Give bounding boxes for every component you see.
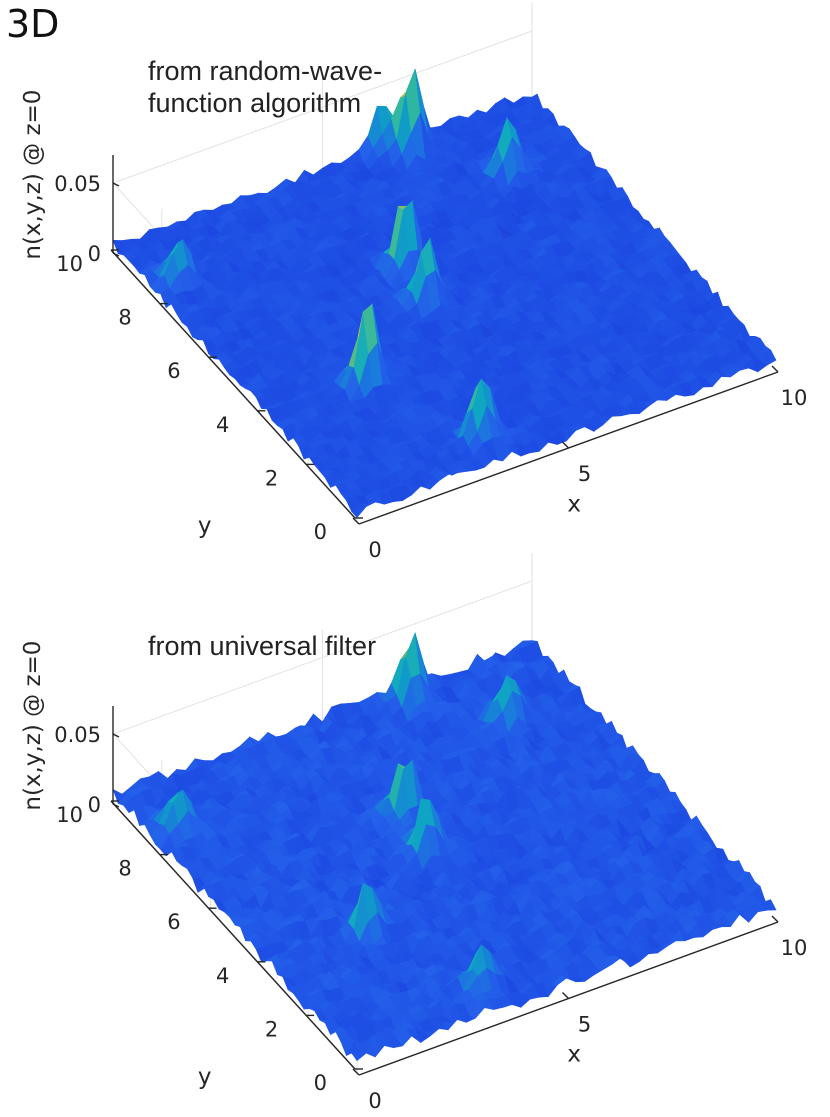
x-tick-label: 5 — [578, 1013, 591, 1037]
z-tick-label: 0.05 — [54, 172, 101, 196]
y-tick-label: 2 — [265, 1017, 278, 1041]
y-tick-label: 2 — [265, 466, 278, 490]
chart-title-line: function algorithm — [148, 88, 361, 118]
x-tick-mark — [352, 1068, 360, 1076]
panel-label: 3D — [6, 2, 60, 46]
y-tick-label: 8 — [118, 857, 131, 881]
y-tick-label: 0 — [314, 520, 327, 544]
x-tick-label: 0 — [368, 538, 381, 562]
y-tick-label: 4 — [216, 964, 229, 988]
x-tick-label: 10 — [781, 386, 808, 410]
y-axis-label: y — [198, 513, 212, 539]
x-axis-label: x — [567, 1042, 581, 1068]
y-axis-label: y — [198, 1064, 212, 1090]
x-tick-mark — [352, 517, 360, 525]
z-tick-label: 0 — [88, 793, 101, 817]
x-tick-mark — [562, 992, 569, 999]
x-tick-mark — [771, 365, 779, 373]
chart-title-line: from random-wave- — [148, 56, 382, 86]
chart-title-line: from universal filter — [148, 631, 376, 661]
x-tick-label: 10 — [781, 936, 808, 960]
x-axis-label: x — [567, 491, 581, 517]
y-tick-label: 0 — [314, 1071, 327, 1095]
y-tick-label: 6 — [167, 359, 180, 383]
chart-title: from universal filter — [148, 631, 376, 661]
y-tick-label: 10 — [56, 252, 83, 276]
chart-title: from random-wave-function algorithm — [148, 56, 382, 118]
y-tick-label: 10 — [56, 803, 83, 827]
y-tick-label: 6 — [167, 910, 180, 934]
x-tick-label: 0 — [368, 1089, 381, 1113]
y-tick-label: 8 — [118, 306, 131, 330]
x-tick-mark — [771, 915, 779, 923]
x-tick-label: 5 — [578, 462, 591, 486]
z-tick-label: 0.05 — [54, 723, 101, 747]
z-axis-label: n(x,y,z) @ z=0 — [20, 641, 46, 811]
surface — [112, 68, 777, 518]
z-tick-label: 0 — [88, 242, 101, 266]
x-tick-mark — [562, 441, 569, 449]
y-tick-label: 4 — [216, 413, 229, 437]
z-axis-label: n(x,y,z) @ z=0 — [20, 90, 46, 260]
